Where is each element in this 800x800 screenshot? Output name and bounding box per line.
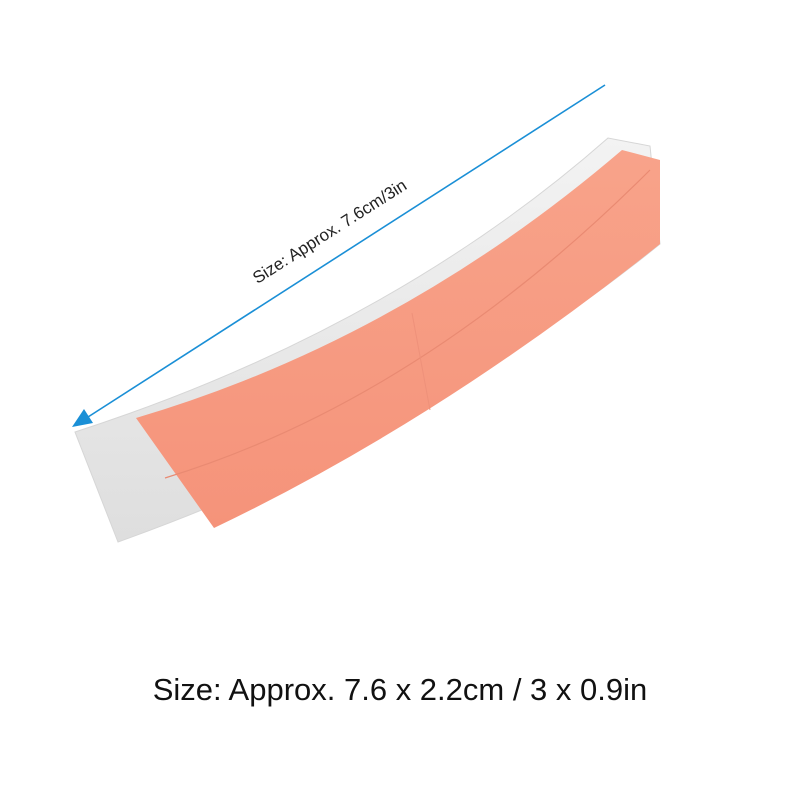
tape-seam [164, 169, 651, 479]
tape-split [411, 312, 431, 411]
arrow-line [87, 84, 606, 418]
arrow-icon [72, 409, 93, 427]
size-caption: Size: Approx. 7.6 x 2.2cm / 3 x 0.9in [152, 672, 648, 707]
tape-adhesive [136, 150, 660, 528]
